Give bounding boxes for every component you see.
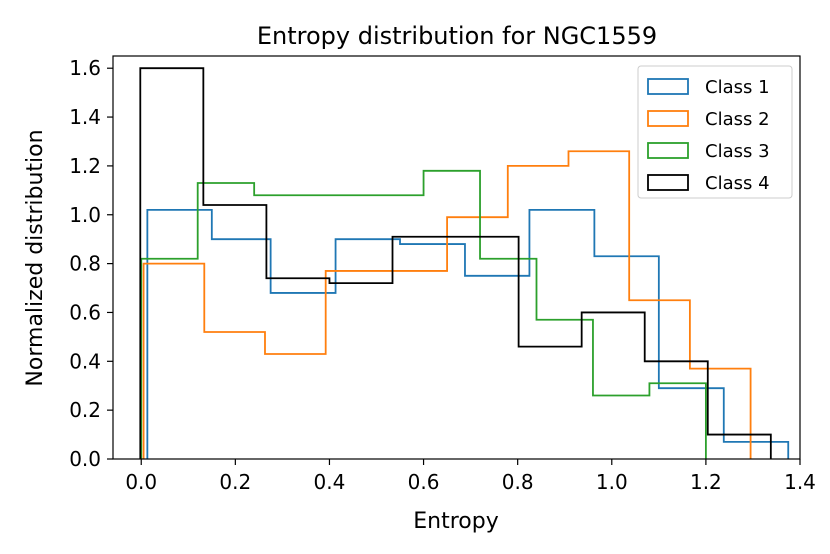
y-axis-ticks: 0.0 0.2 0.4 0.6 0.8 1.0 1.2 1.4 1.6 xyxy=(69,56,113,471)
y-tick-label: 1.4 xyxy=(69,105,101,129)
x-tick-label: 0.4 xyxy=(314,470,346,494)
x-tick-label: 0.2 xyxy=(219,470,251,494)
legend-label-class-4: Class 4 xyxy=(705,173,770,194)
legend-box xyxy=(637,65,793,199)
x-axis-ticks: 0.0 0.2 0.4 0.6 0.8 1.0 1.2 1.4 xyxy=(125,459,816,494)
x-tick-label: 1.4 xyxy=(784,470,816,494)
legend-swatch-class-2 xyxy=(647,110,689,127)
y-tick-label: 0.8 xyxy=(69,252,101,276)
x-tick-label: 1.0 xyxy=(596,470,628,494)
x-tick-label: 0.6 xyxy=(408,470,440,494)
legend-swatch-class-4 xyxy=(647,174,689,191)
x-axis-label: Entropy xyxy=(413,509,498,534)
x-tick-label: 0.8 xyxy=(502,470,534,494)
plot-frame xyxy=(112,55,801,460)
series-line-class-4 xyxy=(139,67,772,459)
legend-items: Class 1 Class 2 Class 3 Class 4 xyxy=(647,77,770,194)
y-tick-label: 0.0 xyxy=(69,447,101,471)
series-line-class-3 xyxy=(140,169,707,459)
legend-swatch-class-3 xyxy=(647,142,689,159)
chart-title: Entropy distribution for NGC1559 xyxy=(257,22,657,50)
legend: Class 1 Class 2 Class 3 Class 4 xyxy=(637,65,793,199)
x-tick-label: 0.0 xyxy=(125,470,157,494)
y-tick-label: 1.2 xyxy=(69,154,101,178)
series-line-class-2 xyxy=(142,150,752,459)
legend-label-class-3: Class 3 xyxy=(705,141,770,162)
x-tick-label: 1.2 xyxy=(690,470,722,494)
legend-swatch-class-1 xyxy=(647,78,689,95)
y-tick-label: 0.2 xyxy=(69,398,101,422)
series-layer xyxy=(139,67,790,459)
y-tick-label: 1.0 xyxy=(69,203,101,227)
legend-label-class-2: Class 2 xyxy=(705,109,770,130)
y-tick-label: 0.6 xyxy=(69,300,101,324)
y-tick-label: 0.4 xyxy=(69,349,101,373)
y-tick-label: 1.6 xyxy=(69,56,101,80)
legend-label-class-1: Class 1 xyxy=(705,77,770,98)
series-line-class-1 xyxy=(146,208,790,459)
y-axis-label: Normalized distribution xyxy=(23,129,48,386)
